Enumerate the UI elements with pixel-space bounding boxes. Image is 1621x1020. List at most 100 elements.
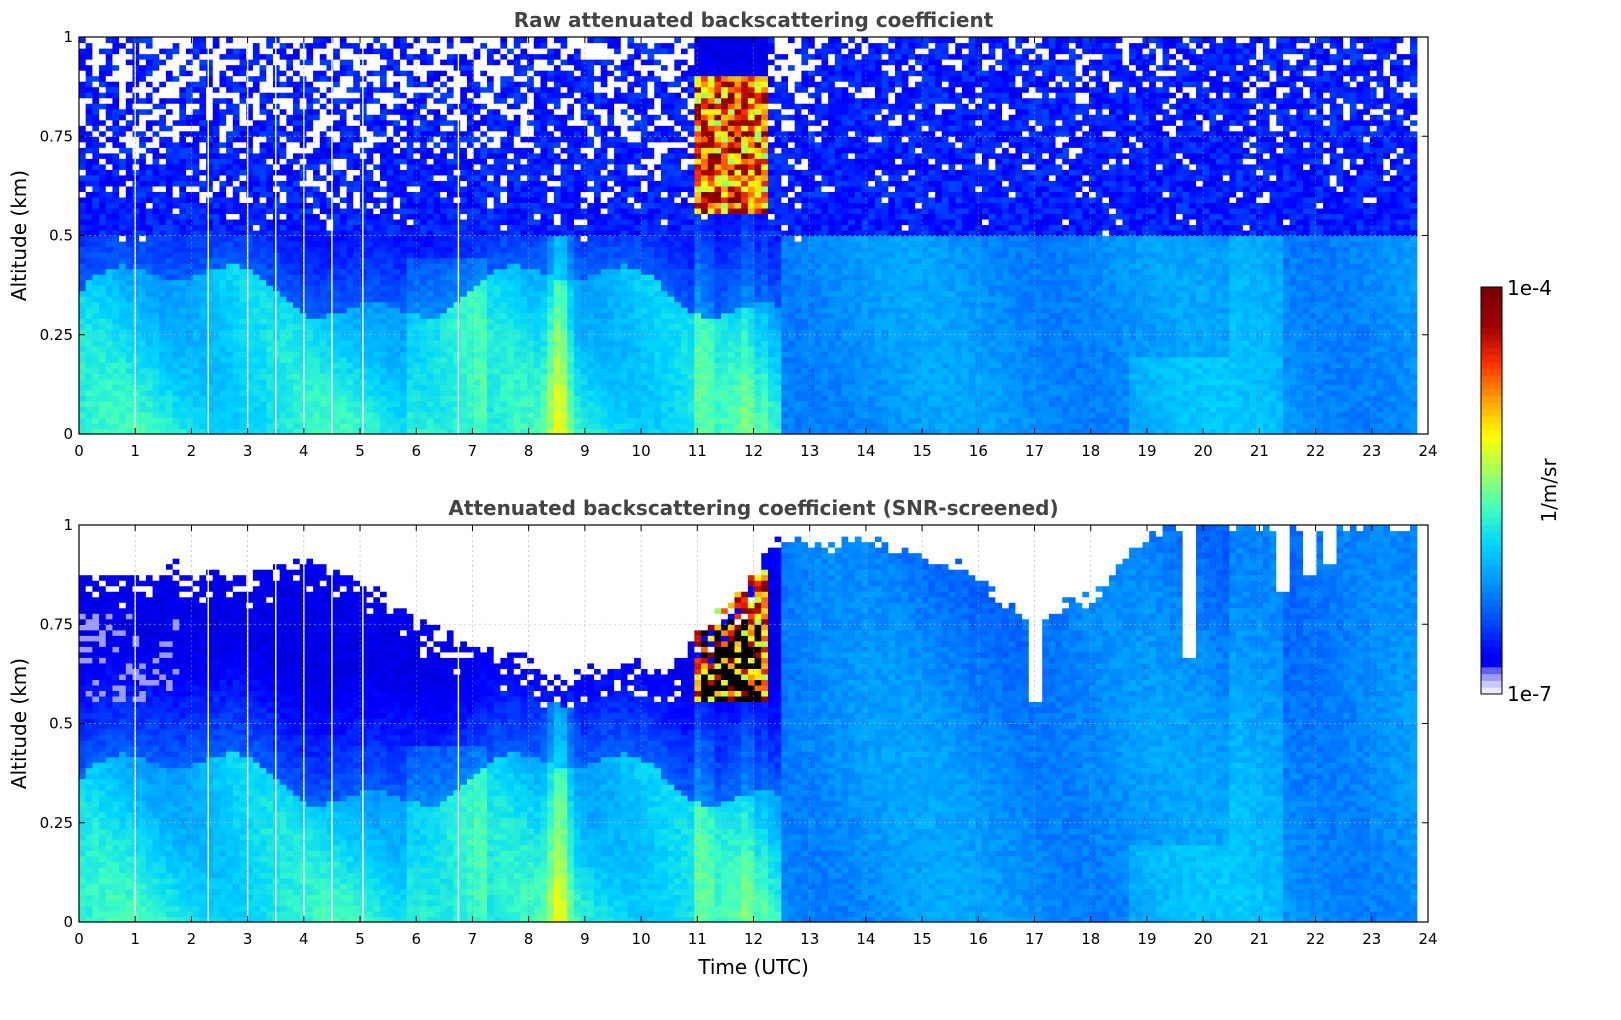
heatmap-cell — [447, 208, 454, 214]
heatmap-cell — [407, 412, 414, 418]
heatmap-cell — [293, 202, 300, 208]
heatmap-cell — [480, 136, 487, 142]
heatmap-cell — [413, 351, 420, 357]
heatmap-cell — [480, 362, 487, 368]
heatmap-cell — [253, 395, 260, 401]
heatmap-cell — [193, 357, 200, 363]
heatmap-cell — [520, 169, 527, 175]
heatmap-cell — [153, 109, 160, 115]
heatmap-cell — [179, 241, 186, 247]
heatmap-cell — [173, 109, 180, 115]
heatmap-cell — [126, 186, 133, 192]
heatmap-cell — [139, 269, 146, 275]
heatmap-cell — [159, 43, 166, 49]
heatmap-cell — [306, 81, 313, 87]
heatmap-cell — [360, 346, 367, 352]
heatmap-cell — [460, 65, 467, 71]
heatmap-cell — [387, 280, 394, 286]
heatmap-cell — [413, 76, 420, 82]
heatmap-cell — [407, 285, 414, 291]
heatmap-cell — [133, 147, 140, 153]
heatmap-cell — [407, 384, 414, 390]
heatmap-cell — [253, 307, 260, 313]
heatmap-cell — [367, 236, 374, 242]
heatmap-cell — [273, 296, 280, 302]
heatmap-cell — [447, 213, 454, 219]
heatmap-cell — [360, 423, 367, 429]
heatmap-cell — [500, 54, 507, 60]
heatmap-cell — [494, 258, 501, 264]
heatmap-cell — [347, 384, 354, 390]
heatmap-cell — [313, 70, 320, 76]
heatmap-cell — [179, 208, 186, 214]
heatmap-cell — [193, 224, 200, 230]
heatmap-cell — [233, 423, 240, 429]
heatmap-cell — [380, 417, 387, 423]
heatmap-cell — [159, 340, 166, 346]
heatmap-cell — [240, 125, 247, 131]
heatmap-cell — [360, 54, 367, 60]
heatmap-cell — [219, 175, 226, 181]
heatmap-cell — [487, 191, 494, 197]
heatmap-cell — [467, 302, 474, 308]
heatmap-cell — [146, 357, 153, 363]
heatmap-cell — [367, 136, 374, 142]
heatmap-cell — [320, 258, 327, 264]
heatmap-cell — [206, 186, 213, 192]
heatmap-cell — [213, 236, 220, 242]
heatmap-cell — [494, 390, 501, 396]
heatmap-cell — [440, 379, 447, 385]
heatmap-cell — [199, 302, 206, 308]
heatmap-cell — [360, 247, 367, 253]
heatmap-cell — [126, 263, 133, 269]
heatmap-cell — [119, 197, 126, 203]
heatmap-cell — [387, 390, 394, 396]
heatmap-cell — [360, 368, 367, 374]
heatmap-cell — [219, 37, 226, 43]
heatmap-cell — [206, 395, 213, 401]
heatmap-cell — [407, 43, 414, 49]
heatmap-cell — [213, 351, 220, 357]
heatmap-cell — [166, 373, 173, 379]
heatmap-cell — [199, 285, 206, 291]
heatmap-cell — [373, 43, 380, 49]
heatmap-cell — [407, 395, 414, 401]
heatmap-cell — [306, 417, 313, 423]
heatmap-cell — [507, 65, 514, 71]
heatmap-cell — [260, 169, 267, 175]
heatmap-cell — [273, 48, 280, 54]
heatmap-cell — [420, 291, 427, 297]
heatmap-cell — [206, 368, 213, 374]
heatmap-cell — [447, 54, 454, 60]
heatmap-cell — [159, 103, 166, 109]
heatmap-cell — [226, 142, 233, 148]
heatmap-cell — [467, 351, 474, 357]
heatmap-cell — [460, 291, 467, 297]
heatmap-cell — [106, 357, 113, 363]
heatmap-cell — [112, 98, 119, 104]
heatmap-cell — [507, 395, 514, 401]
heatmap-cell — [487, 401, 494, 407]
heatmap-cell — [273, 351, 280, 357]
heatmap-cell — [193, 59, 200, 65]
heatmap-cell — [407, 252, 414, 258]
heatmap-cell — [79, 158, 86, 164]
heatmap-cell — [99, 379, 106, 385]
heatmap-cell — [520, 65, 527, 71]
heatmap-cell — [514, 114, 521, 120]
heatmap-cell — [487, 197, 494, 203]
heatmap-cell — [219, 296, 226, 302]
heatmap-cell — [273, 208, 280, 214]
heatmap-cell — [106, 285, 113, 291]
heatmap-cell — [126, 109, 133, 115]
heatmap-cell — [159, 37, 166, 43]
heatmap-cell — [447, 291, 454, 297]
heatmap-cell — [286, 48, 293, 54]
heatmap-cell — [79, 103, 86, 109]
heatmap-cell — [407, 87, 414, 93]
heatmap-cell — [467, 384, 474, 390]
heatmap-cell — [119, 390, 126, 396]
heatmap-cell — [306, 197, 313, 203]
heatmap-cell — [487, 252, 494, 258]
heatmap-cell — [112, 213, 119, 219]
